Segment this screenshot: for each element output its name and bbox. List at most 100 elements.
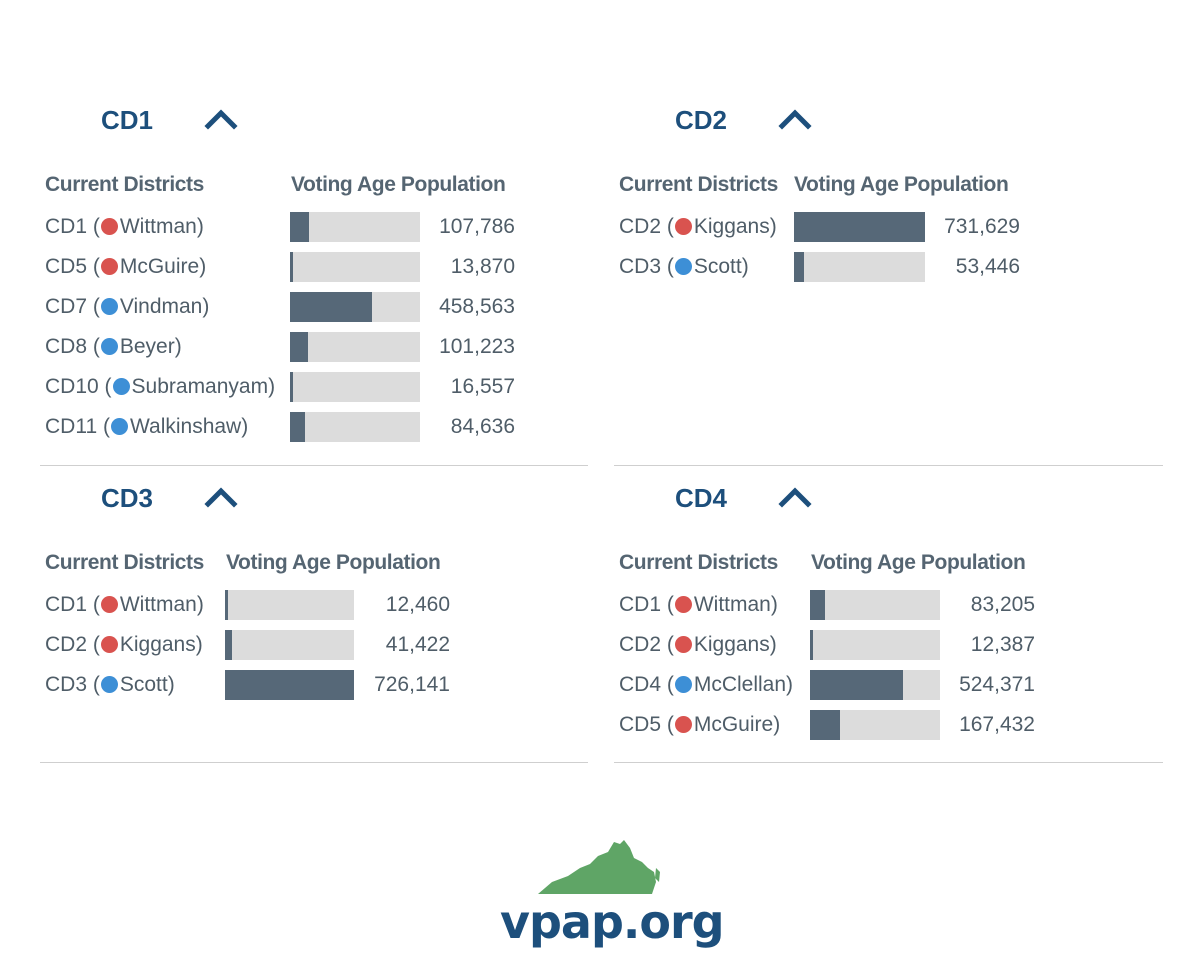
population-bar-track: [810, 710, 940, 740]
panel-cd1: CD1 Current Districts Voting Age Populat…: [40, 100, 588, 442]
district-row: CD3 (Scott) 726,141: [40, 665, 588, 705]
representative-name: McGuire): [693, 713, 781, 736]
democrat-dot-icon: [674, 258, 692, 275]
col-header-districts: Current Districts: [619, 173, 778, 196]
district-row: CD5 (McGuire) 167,432: [614, 705, 1162, 745]
virginia-map-icon: [538, 840, 660, 894]
district-label: CD1 ( Wittman): [45, 585, 204, 625]
panel-divider: [40, 465, 588, 466]
population-value: 84,636: [450, 415, 515, 438]
representative-name: Wittman): [693, 593, 778, 616]
chevron-up-icon[interactable]: [778, 108, 812, 130]
representative-name: Kiggans): [693, 633, 777, 656]
representative-name: Wittman): [119, 593, 204, 616]
panel-title: CD3: [101, 483, 154, 513]
panel-title: CD4: [675, 483, 728, 513]
panel-divider: [40, 762, 588, 763]
population-bar-fill: [225, 670, 354, 700]
population-value: 12,460: [385, 593, 450, 616]
district-label: CD5 (McGuire): [619, 705, 780, 745]
panel-header: CD1: [40, 100, 588, 144]
district-code: CD8 (: [45, 335, 100, 358]
population-bar-fill: [290, 412, 305, 442]
district-row: CD10 (Subramanyam) 16,557: [40, 367, 588, 407]
population-bar-fill: [225, 590, 228, 620]
population-value: 458,563: [439, 295, 515, 318]
population-bar-track: [290, 372, 420, 402]
district-code: CD7 (: [45, 295, 100, 318]
district-code: CD2 (: [619, 215, 674, 238]
panel-title: CD2: [675, 105, 728, 135]
representative-name: Scott): [693, 255, 749, 278]
district-label: CD2 (Kiggans): [45, 625, 203, 665]
democrat-dot-icon: [112, 378, 130, 395]
district-row: CD4 (McClellan) 524,371: [614, 665, 1162, 705]
district-row: CD1 (Wittman) 107,786: [40, 207, 588, 247]
population-bar-track: [290, 252, 420, 282]
district-label: CD1 ( Wittman): [619, 585, 778, 625]
panel-divider: [614, 465, 1163, 466]
district-label: CD5 (McGuire): [45, 247, 206, 287]
representative-name: Kiggans): [693, 215, 777, 238]
democrat-dot-icon: [100, 338, 118, 355]
population-value: 41,422: [385, 633, 450, 656]
district-label: CD3 (Scott): [619, 247, 749, 287]
district-row: CD11 ( Walkinshaw) 84,636: [40, 407, 588, 447]
population-value: 731,629: [944, 215, 1020, 238]
panel-cd2: CD2 Current Districts Voting Age Populat…: [614, 100, 1162, 282]
district-code: CD1 (: [45, 593, 100, 616]
district-label: CD3 (Scott): [45, 665, 175, 705]
district-code: CD4 (: [619, 673, 674, 696]
population-bar-fill: [290, 212, 309, 242]
population-bar-fill: [810, 630, 813, 660]
population-bar-track: [290, 292, 420, 322]
chevron-up-icon[interactable]: [204, 108, 238, 130]
representative-name: Vindman): [119, 295, 210, 318]
population-bar-track: [794, 252, 925, 282]
district-label: CD10 (Subramanyam): [45, 367, 275, 407]
population-bar-track: [225, 670, 354, 700]
district-row: CD7 ( Vindman) 458,563: [40, 287, 588, 327]
district-code: CD11 (: [45, 415, 110, 438]
district-code: CD2 (: [45, 633, 100, 656]
district-row: CD2 (Kiggans) 41,422: [40, 625, 588, 665]
population-bar-fill: [290, 372, 293, 402]
republican-dot-icon: [674, 636, 692, 653]
district-code: CD1 (: [619, 593, 674, 616]
population-bar-fill: [794, 212, 925, 242]
district-label: CD1 (Wittman): [45, 207, 204, 247]
col-header-districts: Current Districts: [45, 173, 204, 196]
panel-header: CD3: [40, 478, 588, 522]
republican-dot-icon: [100, 258, 118, 275]
col-header-districts: Current Districts: [45, 551, 204, 574]
republican-dot-icon: [674, 218, 692, 235]
population-value: 107,786: [439, 215, 515, 238]
representative-name: Walkinshaw): [129, 415, 249, 438]
chevron-up-icon[interactable]: [204, 486, 238, 508]
population-bar-track: [225, 630, 354, 660]
population-bar-fill: [290, 292, 372, 322]
chevron-up-icon[interactable]: [778, 486, 812, 508]
republican-dot-icon: [674, 716, 692, 733]
panel-cd4: CD4 Current Districts Voting Age Populat…: [614, 478, 1162, 740]
district-label: CD7 ( Vindman): [45, 287, 209, 327]
representative-name: Beyer): [119, 335, 182, 358]
district-row: CD5 (McGuire) 13,870: [40, 247, 588, 287]
col-header-population: Voting Age Population: [794, 173, 1009, 196]
population-bar-track: [290, 212, 420, 242]
republican-dot-icon: [100, 218, 118, 235]
population-bar-fill: [290, 252, 293, 282]
district-row: CD8 (Beyer) 101,223: [40, 327, 588, 367]
population-value: 524,371: [959, 673, 1035, 696]
district-row: CD2 ( Kiggans) 731,629: [614, 207, 1162, 247]
district-row: CD3 (Scott) 53,446: [614, 247, 1162, 287]
population-bar-track: [810, 670, 940, 700]
panel-cd3: CD3 Current Districts Voting Age Populat…: [40, 478, 588, 700]
panel-header: CD4: [614, 478, 1162, 522]
population-bar-track: [810, 590, 940, 620]
district-code: CD10 (: [45, 375, 112, 398]
population-value: 53,446: [955, 255, 1020, 278]
district-code: CD3 (: [45, 673, 100, 696]
col-header-population: Voting Age Population: [226, 551, 441, 574]
population-bar-track: [225, 590, 354, 620]
